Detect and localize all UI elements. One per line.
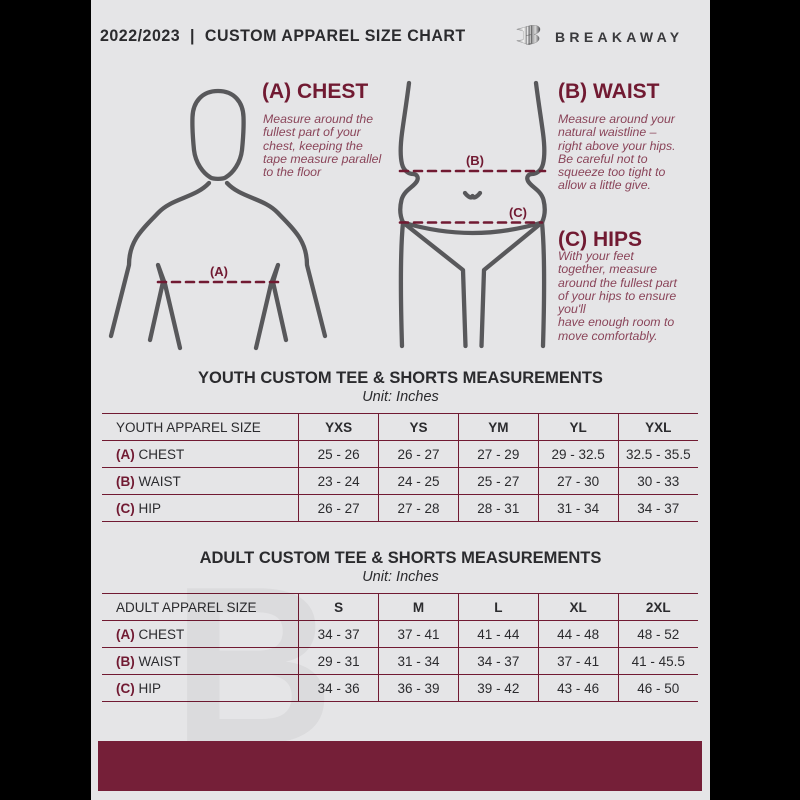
svg-text:(C): (C) bbox=[509, 205, 527, 220]
svg-text:(B): (B) bbox=[466, 153, 484, 168]
svg-text:(A): (A) bbox=[210, 264, 228, 279]
